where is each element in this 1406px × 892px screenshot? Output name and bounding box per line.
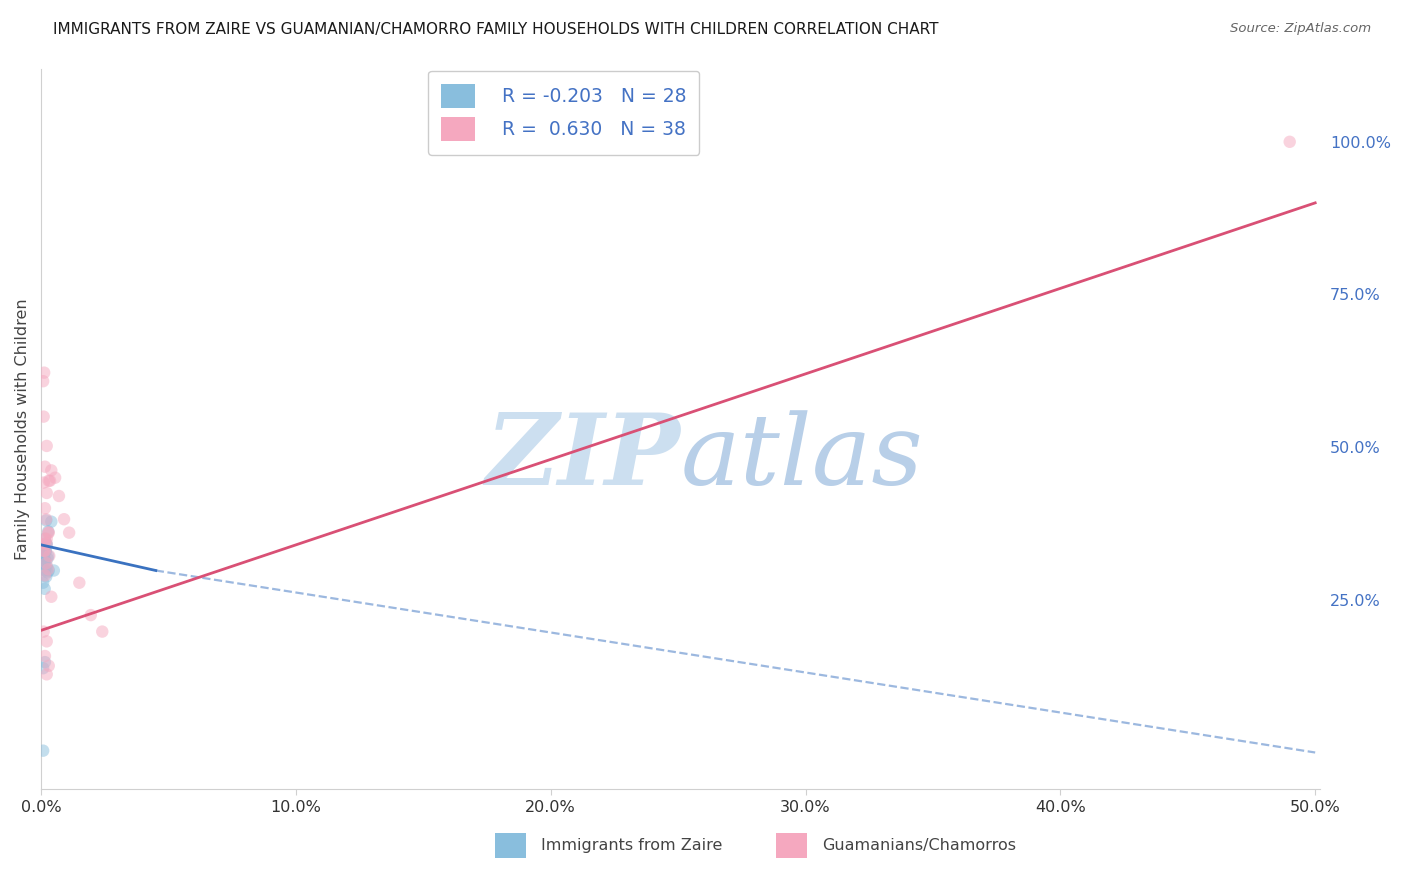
Point [32,409,55,424]
Point [35,634,58,648]
Point [35,556,58,570]
Point [34,552,56,566]
Point [35,544,58,558]
Point [32,575,55,590]
Point [42,564,65,578]
Point [35,538,58,552]
Point [35,536,58,550]
Point [34,568,56,582]
Point [37,549,59,563]
Point [37,524,59,539]
Point [34,544,56,558]
Point [91,624,114,639]
Text: atlas: atlas [681,410,924,505]
Point [32,366,55,380]
Point [34,564,56,578]
Point [32,744,55,758]
Legend:   R = -0.203   N = 28,   R =  0.630   N = 38: R = -0.203 N = 28, R = 0.630 N = 38 [427,70,699,154]
Text: Source: ZipAtlas.com: Source: ZipAtlas.com [1230,22,1371,36]
Point [32,541,55,555]
Point [35,439,58,453]
Point [39,474,62,488]
Y-axis label: Family Households with Children: Family Households with Children [15,298,30,559]
Text: Immigrants from Zaire: Immigrants from Zaire [541,838,723,853]
Point [48,489,70,503]
Point [34,536,56,550]
Point [32,661,55,675]
Point [1278,135,1301,149]
Point [34,582,56,596]
Point [35,536,58,550]
Point [32,475,55,490]
Point [38,658,60,673]
Point [32,544,55,558]
Point [35,569,58,583]
Point [34,655,56,669]
Point [35,667,58,681]
Point [38,564,60,578]
Point [34,501,56,516]
Point [35,486,58,500]
Point [35,559,58,574]
Point [58,525,80,540]
Point [37,525,59,540]
Point [39,515,62,529]
Point [32,542,55,557]
Text: ZIP: ZIP [485,409,681,506]
Text: Guamanians/Chamorros: Guamanians/Chamorros [823,838,1017,853]
Point [44,471,66,485]
Point [32,374,55,388]
Point [80,608,103,623]
Point [37,566,59,580]
Point [53,512,76,526]
Point [32,551,55,566]
Point [32,549,55,563]
Point [38,549,60,563]
Point [35,512,58,526]
Point [32,624,55,639]
Point [34,459,56,474]
Text: IMMIGRANTS FROM ZAIRE VS GUAMANIAN/CHAMORRO FAMILY HOUSEHOLDS WITH CHILDREN CORR: IMMIGRANTS FROM ZAIRE VS GUAMANIAN/CHAMO… [53,22,939,37]
Point [37,551,59,566]
Point [34,648,56,663]
Point [34,532,56,546]
Point [37,562,59,576]
Point [35,544,58,558]
Point [35,532,58,546]
Point [32,556,55,570]
Point [38,525,60,540]
Point [39,463,62,477]
Point [35,513,58,527]
Point [39,590,62,604]
Point [38,474,60,488]
Point [34,558,56,572]
Point [34,532,56,546]
Point [67,575,90,590]
